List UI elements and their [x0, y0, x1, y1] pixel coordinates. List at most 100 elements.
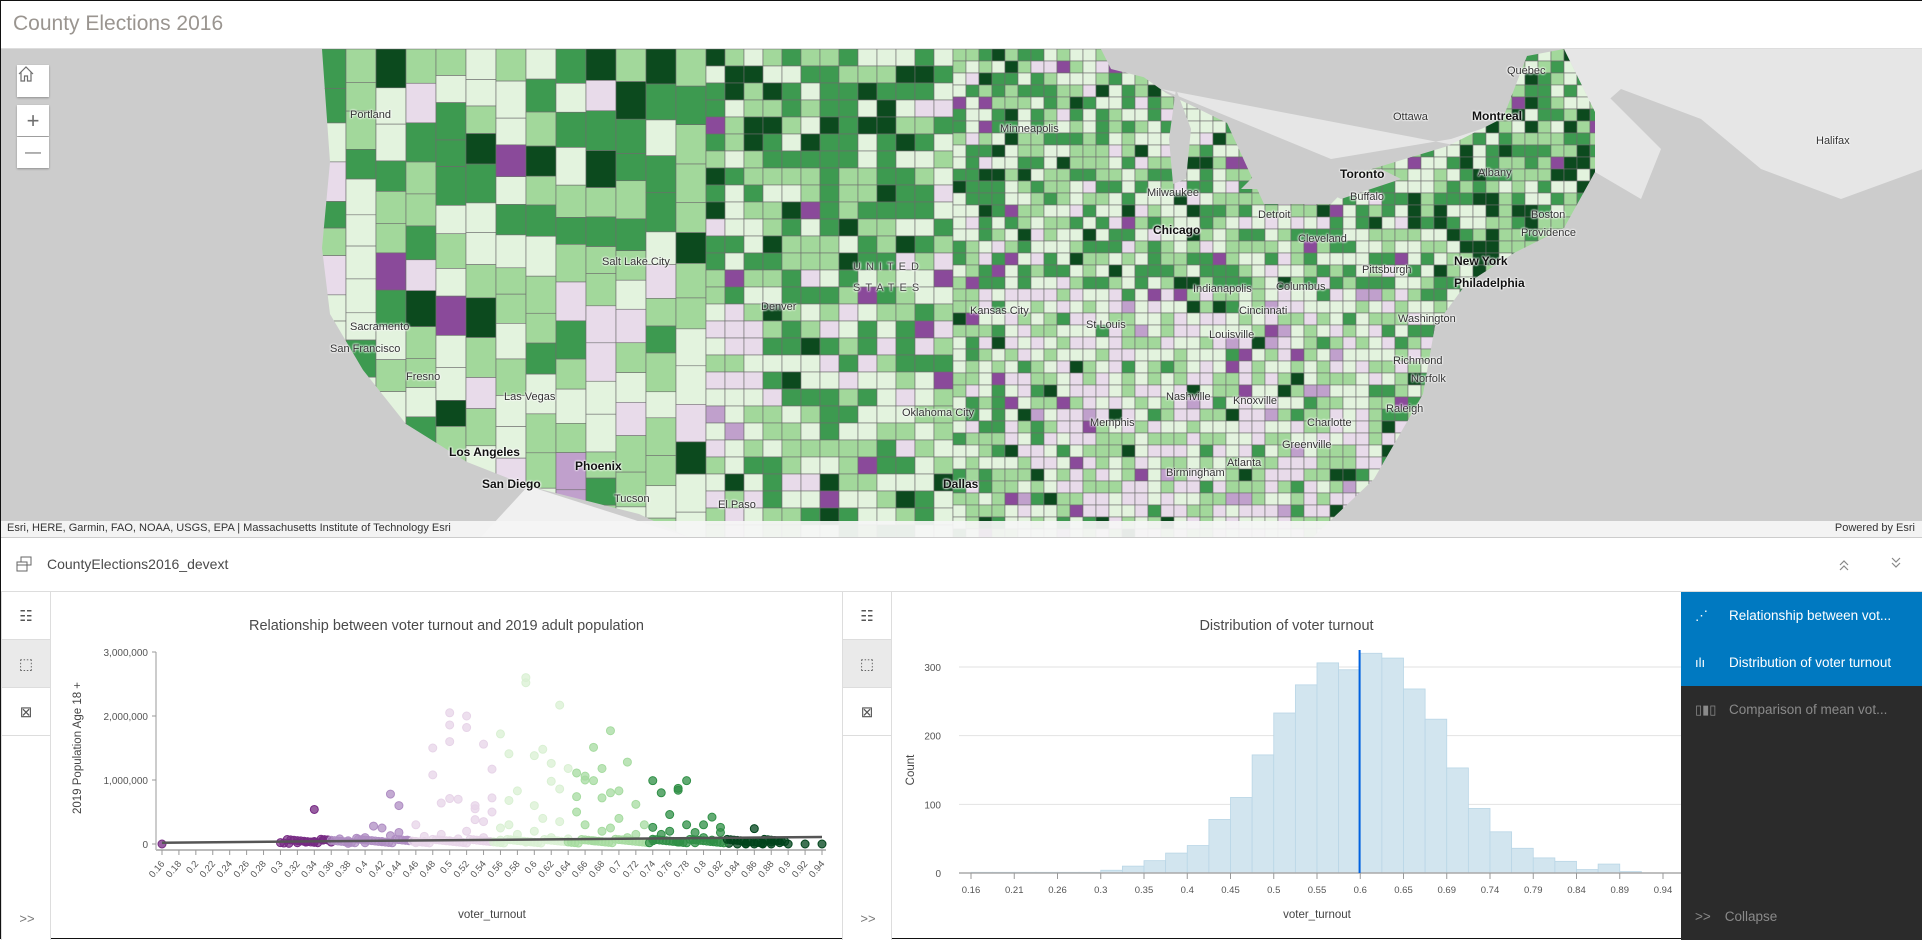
county[interactable]: [965, 360, 980, 374]
county[interactable]: [965, 192, 980, 206]
county[interactable]: [1147, 288, 1162, 302]
county[interactable]: [1498, 300, 1513, 314]
county[interactable]: [724, 167, 745, 186]
county[interactable]: [1498, 492, 1513, 506]
county[interactable]: [1498, 408, 1513, 422]
county[interactable]: [1394, 84, 1409, 98]
county[interactable]: [1082, 156, 1097, 170]
county[interactable]: [1004, 396, 1019, 410]
county[interactable]: [1316, 300, 1331, 314]
county[interactable]: [1004, 372, 1019, 386]
county[interactable]: [1355, 384, 1370, 398]
county[interactable]: [1212, 252, 1227, 266]
county[interactable]: [1264, 84, 1279, 98]
county[interactable]: [1316, 84, 1331, 98]
county[interactable]: [435, 139, 467, 167]
county[interactable]: [1537, 384, 1552, 398]
county[interactable]: [1121, 432, 1136, 446]
county[interactable]: [1082, 252, 1097, 266]
county[interactable]: [1381, 312, 1396, 326]
county[interactable]: [724, 303, 745, 322]
county[interactable]: [1212, 168, 1227, 182]
county[interactable]: [1264, 348, 1279, 362]
county[interactable]: [978, 360, 993, 374]
county[interactable]: [1238, 84, 1253, 98]
county[interactable]: [1316, 192, 1331, 206]
county[interactable]: [1355, 96, 1370, 110]
county[interactable]: [1576, 384, 1591, 398]
county[interactable]: [724, 218, 745, 237]
county[interactable]: [1394, 49, 1409, 62]
county[interactable]: [1043, 228, 1058, 242]
county[interactable]: [1108, 264, 1123, 278]
county[interactable]: [1030, 360, 1045, 374]
county[interactable]: [1342, 312, 1357, 326]
county[interactable]: [800, 303, 821, 322]
county[interactable]: [1589, 252, 1603, 266]
county[interactable]: [991, 372, 1006, 386]
county[interactable]: [1511, 360, 1526, 374]
scatter-point[interactable]: [546, 776, 556, 786]
county[interactable]: [1043, 72, 1058, 86]
county[interactable]: [1277, 192, 1292, 206]
county[interactable]: [1004, 408, 1019, 422]
county[interactable]: [857, 49, 878, 67]
histogram-bar[interactable]: [1273, 712, 1296, 874]
county[interactable]: [1264, 444, 1279, 458]
county[interactable]: [1498, 228, 1513, 242]
county[interactable]: [991, 396, 1006, 410]
county[interactable]: [465, 133, 497, 165]
county[interactable]: [1264, 504, 1279, 518]
county[interactable]: [1186, 360, 1201, 374]
county[interactable]: [705, 286, 726, 305]
county[interactable]: [895, 201, 916, 220]
county[interactable]: [1069, 84, 1084, 98]
county[interactable]: [1173, 324, 1188, 338]
county[interactable]: [933, 371, 954, 390]
county[interactable]: [1433, 108, 1448, 122]
county[interactable]: [1459, 168, 1474, 182]
county[interactable]: [781, 150, 802, 169]
county[interactable]: [1173, 420, 1188, 434]
scatter-point[interactable]: [690, 827, 700, 837]
county[interactable]: [1524, 444, 1539, 458]
county[interactable]: [781, 473, 802, 492]
county[interactable]: [316, 387, 347, 428]
county[interactable]: [1264, 420, 1279, 434]
county[interactable]: [1329, 468, 1344, 482]
county[interactable]: [705, 167, 726, 186]
county[interactable]: [1537, 396, 1552, 410]
county[interactable]: [876, 218, 897, 237]
county[interactable]: [1329, 480, 1344, 494]
county[interactable]: [1576, 252, 1591, 266]
county[interactable]: [1381, 432, 1396, 446]
county[interactable]: [1225, 120, 1240, 134]
county[interactable]: [1056, 168, 1071, 182]
county[interactable]: [345, 412, 377, 442]
county[interactable]: [495, 176, 527, 205]
county[interactable]: [1186, 324, 1201, 338]
county[interactable]: [1225, 144, 1240, 158]
county[interactable]: [1121, 504, 1136, 518]
county[interactable]: [1485, 240, 1500, 254]
county[interactable]: [1446, 336, 1461, 350]
county[interactable]: [1043, 372, 1058, 386]
county[interactable]: [1368, 240, 1383, 254]
county[interactable]: [495, 144, 527, 177]
county[interactable]: [1186, 480, 1201, 494]
county[interactable]: [1069, 132, 1084, 146]
county[interactable]: [991, 408, 1006, 422]
county[interactable]: [933, 354, 954, 373]
county[interactable]: [1160, 444, 1175, 458]
county[interactable]: [978, 336, 993, 350]
scatter-point[interactable]: [157, 839, 167, 849]
county[interactable]: [1056, 204, 1071, 218]
county[interactable]: [978, 372, 993, 386]
county[interactable]: [1355, 72, 1370, 86]
scatter-point[interactable]: [699, 820, 709, 830]
county[interactable]: [1316, 348, 1331, 362]
county[interactable]: [978, 156, 993, 170]
county[interactable]: [1420, 228, 1435, 242]
county[interactable]: [1043, 336, 1058, 350]
